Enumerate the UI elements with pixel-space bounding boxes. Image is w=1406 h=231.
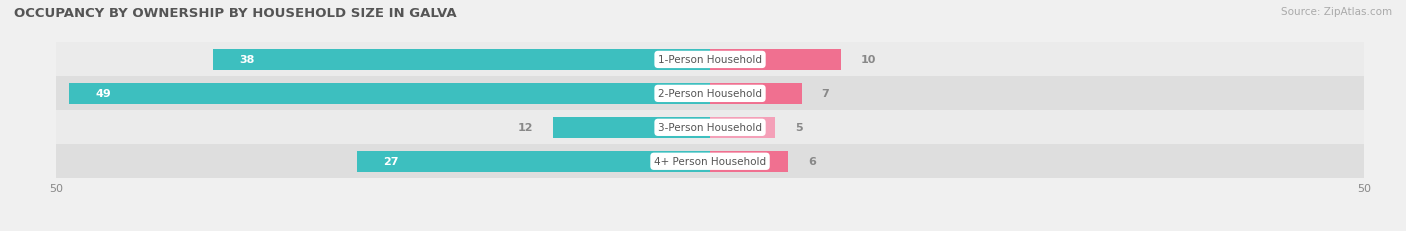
Text: 1-Person Household: 1-Person Household bbox=[658, 55, 762, 65]
Bar bbox=[710, 83, 801, 104]
Bar bbox=[710, 117, 776, 138]
Text: 5: 5 bbox=[794, 123, 803, 133]
Bar bbox=[357, 151, 710, 172]
Bar bbox=[56, 43, 1364, 77]
Bar bbox=[553, 117, 710, 138]
Text: 4+ Person Household: 4+ Person Household bbox=[654, 157, 766, 167]
Text: 12: 12 bbox=[517, 123, 533, 133]
Bar bbox=[214, 50, 710, 71]
Text: 6: 6 bbox=[808, 157, 815, 167]
Text: 7: 7 bbox=[821, 89, 830, 99]
Text: 27: 27 bbox=[382, 157, 399, 167]
Bar bbox=[710, 151, 789, 172]
Text: OCCUPANCY BY OWNERSHIP BY HOUSEHOLD SIZE IN GALVA: OCCUPANCY BY OWNERSHIP BY HOUSEHOLD SIZE… bbox=[14, 7, 457, 20]
Text: 2-Person Household: 2-Person Household bbox=[658, 89, 762, 99]
Text: Source: ZipAtlas.com: Source: ZipAtlas.com bbox=[1281, 7, 1392, 17]
Bar bbox=[56, 77, 1364, 111]
Bar bbox=[69, 83, 710, 104]
Text: 3-Person Household: 3-Person Household bbox=[658, 123, 762, 133]
Text: 10: 10 bbox=[860, 55, 876, 65]
Bar bbox=[56, 145, 1364, 179]
Bar bbox=[56, 111, 1364, 145]
Text: 38: 38 bbox=[239, 55, 254, 65]
Text: 49: 49 bbox=[96, 89, 111, 99]
Bar bbox=[710, 50, 841, 71]
